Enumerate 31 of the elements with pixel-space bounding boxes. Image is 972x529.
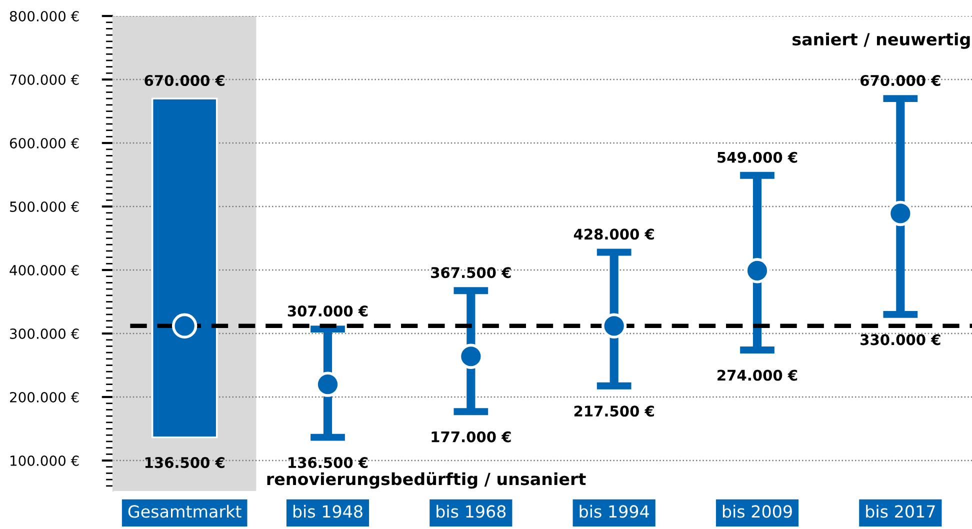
- point: [601, 313, 627, 338]
- annotation: 217.500 €: [574, 406, 654, 417]
- point: [172, 313, 198, 338]
- annotation: 177.000 €: [432, 431, 511, 442]
- annotation: 549.000 €: [718, 152, 798, 163]
- x-tick-label: bis 2009: [722, 504, 792, 518]
- annotation: 367.500 €: [431, 267, 511, 278]
- y-tick-label: 500.000 €: [10, 201, 79, 212]
- point: [744, 258, 770, 284]
- annotation: 670.000 €: [144, 74, 224, 86]
- y-tick-label: 800.000 €: [10, 10, 79, 22]
- annotation: 136.500 €: [288, 457, 368, 468]
- y-tick-label: 100.000 €: [10, 455, 79, 466]
- y-tick-label: 700.000 €: [10, 74, 79, 85]
- annotation: 274.000 €: [718, 370, 798, 381]
- x-tick-label: Gesamtmarkt: [128, 504, 242, 518]
- x-tick-label: bis 1994: [580, 504, 649, 518]
- y-tick-label: 300.000 €: [10, 328, 79, 339]
- x-tick-label: bis 2017: [866, 504, 935, 518]
- annotation: saniert / neuwertig: [792, 32, 970, 49]
- x-tick-label: bis 1948: [293, 504, 362, 518]
- y-tick-label: 400.000 €: [10, 264, 79, 276]
- x-tick-label: bis 1968: [436, 504, 506, 518]
- annotation: 428.000 €: [574, 228, 654, 240]
- annotation: 670.000 €: [860, 74, 940, 86]
- y-tick-label: 600.000 €: [10, 138, 79, 148]
- annotation: renovierungsbedürftig / unsaniert: [267, 472, 586, 489]
- annotation: 136.500 €: [145, 457, 224, 468]
- annotation: 307.000 €: [288, 305, 368, 317]
- annotation: 330.000 €: [860, 334, 940, 346]
- y-tick-label: 200.000 €: [10, 392, 79, 402]
